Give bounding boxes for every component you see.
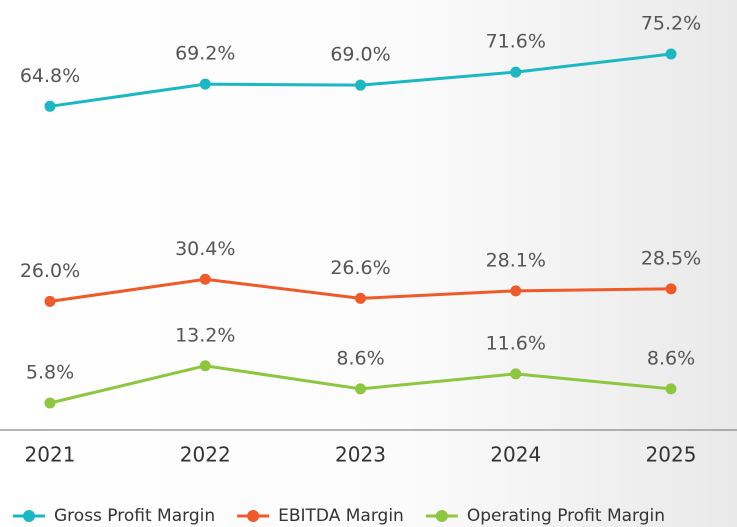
value-label: 26.6%: [330, 257, 390, 279]
point: [355, 383, 366, 395]
point: [510, 368, 522, 380]
point: [665, 283, 677, 295]
value-label: 28.1%: [486, 249, 546, 271]
value-label: 13.2%: [175, 324, 235, 346]
x-tick-label: 2021: [25, 443, 76, 467]
point: [355, 292, 366, 304]
value-label: 71.6%: [486, 31, 546, 53]
point: [199, 360, 211, 372]
point: [510, 285, 522, 297]
legend-label: Operating Profit Margin: [467, 506, 665, 526]
value-label: 28.5%: [641, 247, 701, 269]
point: [665, 383, 677, 395]
point: [199, 273, 211, 285]
value-label: 64.8%: [20, 65, 80, 87]
legend-marker: [23, 510, 35, 522]
legend-label: EBITDA Margin: [278, 506, 404, 526]
legend-marker: [435, 510, 448, 522]
value-label: 11.6%: [486, 332, 546, 354]
value-label: 69.0%: [330, 44, 390, 66]
value-label: 8.6%: [647, 347, 695, 369]
value-label: 69.2%: [175, 43, 235, 65]
value-label: 30.4%: [175, 238, 235, 260]
value-label: 26.0%: [20, 260, 80, 282]
value-label: 75.2%: [641, 13, 701, 35]
legend-marker: [247, 510, 260, 522]
point: [199, 78, 211, 90]
x-tick-label: 2022: [180, 443, 231, 467]
value-label: 5.8%: [26, 362, 74, 384]
point: [44, 397, 56, 409]
x-tick-label: 2024: [490, 443, 541, 467]
point: [510, 66, 522, 78]
point: [355, 79, 366, 91]
x-tick-label: 2023: [335, 443, 386, 467]
point: [665, 48, 677, 60]
legend-label: Gross Profit Margin: [54, 506, 215, 526]
point: [44, 100, 56, 112]
point: [44, 295, 56, 307]
x-tick-label: 2025: [646, 443, 697, 467]
value-label: 8.6%: [336, 347, 384, 369]
